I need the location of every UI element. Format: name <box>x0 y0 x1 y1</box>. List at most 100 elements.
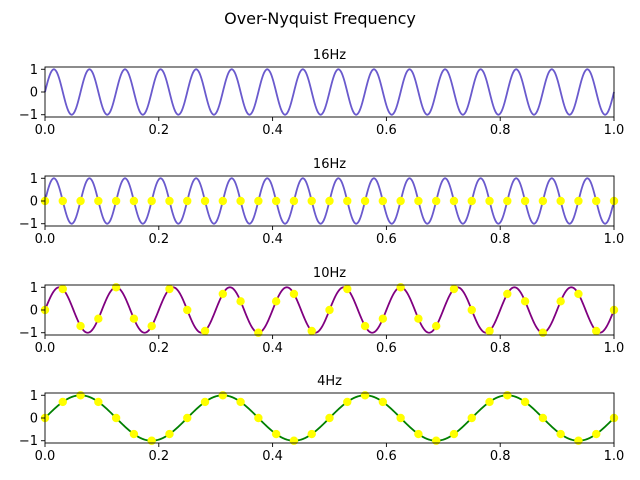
sample-point <box>538 328 548 337</box>
sample-point <box>289 196 299 206</box>
sample-point <box>592 429 601 439</box>
sample-point <box>343 196 352 206</box>
sample-point <box>183 196 192 206</box>
y-tick-label: −1 <box>19 108 38 123</box>
x-tick-label: 0.2 <box>148 341 169 356</box>
sample-point <box>218 391 228 400</box>
x-tick-label: 0.8 <box>490 449 511 464</box>
sample-point <box>574 289 583 299</box>
sample-point <box>503 196 512 206</box>
sample-point <box>520 397 530 407</box>
x-tick-label: 0.8 <box>490 341 511 356</box>
sample-point <box>165 196 174 206</box>
sample-point <box>165 284 174 294</box>
sample-point <box>147 321 156 331</box>
sample-point <box>289 436 299 445</box>
x-tick-label: 0.2 <box>148 449 169 464</box>
sample-point <box>129 429 139 439</box>
sample-point <box>254 413 263 423</box>
sample-point <box>378 314 388 323</box>
sample-point <box>503 289 512 299</box>
sample-point <box>556 297 565 306</box>
subplot-title: 16Hz <box>313 157 346 172</box>
sample-point <box>556 196 565 206</box>
sample-point <box>129 196 139 206</box>
x-tick-label: 0.4 <box>262 123 283 138</box>
x-tick-label: 0.4 <box>262 232 283 247</box>
sample-point <box>76 196 85 206</box>
sample-point <box>520 297 530 306</box>
sample-point <box>396 413 405 423</box>
sample-point <box>307 429 316 439</box>
sample-point <box>76 321 85 331</box>
sample-point <box>111 196 121 206</box>
sample-point <box>343 284 352 294</box>
sample-point <box>236 196 245 206</box>
sample-point <box>396 196 405 206</box>
x-tick-label: 0.6 <box>376 232 397 247</box>
sample-point <box>236 397 245 407</box>
x-tick-label: 0.4 <box>262 449 283 464</box>
sample-point <box>449 196 459 206</box>
subplots: 16Hz 0.0 0.2 0.4 0.6 0.8 1.0 −1 0 1 16Hz 0.0 0.2 0.4 0… <box>19 48 625 464</box>
x-tick-label: 0.0 <box>35 232 56 247</box>
sample-point <box>183 305 192 315</box>
subplot-title: 4Hz <box>317 374 342 389</box>
sample-point <box>58 397 67 407</box>
sample-point <box>378 196 388 206</box>
y-tick-label: −1 <box>19 217 38 232</box>
sample-point <box>485 326 494 336</box>
sample-point <box>218 196 228 206</box>
x-tick-label: 0.4 <box>262 341 283 356</box>
sample-point <box>538 196 548 206</box>
sample-point <box>467 413 476 423</box>
y-tick-label: 1 <box>30 389 38 404</box>
y-tick-label: −1 <box>19 326 38 341</box>
subplot-title: 16Hz <box>313 48 346 63</box>
x-tick-label: 0.8 <box>490 232 511 247</box>
sample-point <box>94 397 103 407</box>
sample-point <box>307 326 316 336</box>
sample-point <box>485 397 494 407</box>
sample-point <box>467 305 476 315</box>
sample-point <box>449 284 459 294</box>
sample-point <box>147 196 156 206</box>
sample-point <box>165 429 174 439</box>
sample-point <box>360 321 370 331</box>
sample-point <box>129 314 139 323</box>
sample-point <box>111 283 121 292</box>
x-tick-label: 1.0 <box>604 341 625 356</box>
y-tick-label: 0 <box>30 195 38 210</box>
sample-point <box>325 413 334 423</box>
x-tick-label: 1.0 <box>604 232 625 247</box>
sample-point <box>94 314 103 323</box>
subplot-2: 16Hz 0.0 0.2 0.4 0.6 0.8 1.0 −1 0 1 <box>19 157 625 247</box>
series-line <box>44 68 615 116</box>
sample-point <box>538 413 548 423</box>
sample-point <box>520 196 530 206</box>
y-tick-label: 0 <box>30 304 38 319</box>
sample-point <box>360 391 370 400</box>
sample-point <box>396 283 405 292</box>
sample-point <box>574 436 583 445</box>
x-tick-label: 1.0 <box>604 449 625 464</box>
sample-point <box>271 297 281 306</box>
sample-point <box>200 196 210 206</box>
sample-point <box>76 391 85 400</box>
sample-point <box>325 196 334 206</box>
sample-point <box>183 413 192 423</box>
sample-point <box>503 391 512 400</box>
sample-point <box>271 429 281 439</box>
sample-point <box>467 196 476 206</box>
sample-point <box>360 196 370 206</box>
sample-point <box>485 196 494 206</box>
y-tick-label: 0 <box>30 86 38 101</box>
sample-point <box>271 196 281 206</box>
sample-point <box>431 436 441 445</box>
x-tick-label: 0.6 <box>376 123 397 138</box>
figure-title: Over-Nyquist Frequency <box>224 9 416 28</box>
subplot-1: 16Hz 0.0 0.2 0.4 0.6 0.8 1.0 −1 0 1 <box>19 48 625 138</box>
x-tick-label: 0.0 <box>35 449 56 464</box>
sample-point <box>414 429 423 439</box>
